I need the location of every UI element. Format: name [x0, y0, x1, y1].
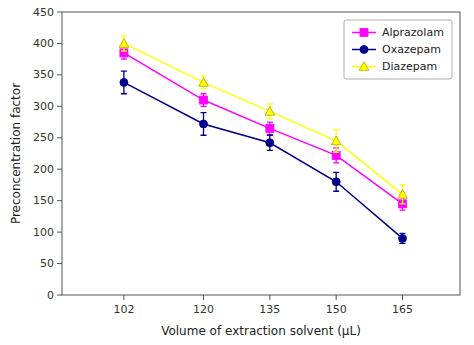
legend-marker [359, 62, 369, 71]
chart: 0 50 100 150 200 250 300 350 400 450 102 120 135 150 1… [0, 0, 474, 345]
error-bar-path [201, 94, 207, 107]
x-tick [336, 295, 337, 300]
legend-label: Alprazolam [382, 26, 444, 39]
error-bar [267, 122, 273, 135]
error-bar-path [267, 135, 273, 150]
legend-box [344, 20, 452, 79]
point [200, 96, 208, 104]
x-tick-label: 102 [113, 303, 134, 316]
y-tick [57, 232, 62, 233]
x-axis-label: Volume of extraction solvent (μL) [161, 324, 361, 338]
y-tick [57, 106, 62, 107]
y-tick [57, 169, 62, 170]
y-tick [57, 74, 62, 75]
y-tick-label: 50 [40, 257, 54, 270]
point [265, 107, 275, 116]
x-tick-label: 120 [193, 303, 214, 316]
error-bar-path [400, 233, 406, 243]
error-bar [400, 233, 406, 243]
point [332, 178, 340, 186]
point [200, 120, 208, 128]
error-bar-path [267, 122, 273, 135]
y-tick-label: 0 [47, 289, 54, 302]
x-tick-label: 135 [259, 303, 280, 316]
x-tick [123, 295, 124, 300]
series [119, 36, 407, 204]
series [120, 71, 407, 243]
error-bar [267, 135, 273, 150]
y-tick [57, 12, 62, 13]
y-tick [57, 200, 62, 201]
legend: Alprazolam Oxazepam Diazepam [344, 20, 452, 79]
y-tick-label: 250 [33, 131, 54, 144]
legend-marker [360, 46, 368, 54]
y-tick [57, 295, 62, 296]
y-tick [57, 263, 62, 264]
y-tick-label: 350 [33, 68, 54, 81]
y-tick-label: 400 [33, 37, 54, 50]
point [331, 136, 341, 145]
legend-label: Oxazepam [382, 43, 441, 56]
y-tick-label: 100 [33, 226, 54, 239]
point [266, 139, 274, 147]
error-bar [121, 71, 127, 94]
point [399, 234, 407, 242]
point [398, 190, 408, 199]
legend-marker [360, 29, 368, 37]
axes: 0 50 100 150 200 250 300 350 400 450 102 120 135 150 1… [9, 6, 460, 339]
error-bar-path [201, 113, 207, 136]
series-line [124, 43, 403, 194]
data [119, 36, 407, 244]
y-tick-label: 150 [33, 194, 54, 207]
y-tick [57, 43, 62, 44]
y-tick-label: 200 [33, 163, 54, 176]
x-tick-label: 165 [392, 303, 413, 316]
point [119, 39, 129, 48]
legend-label: Diazepam [382, 60, 437, 73]
error-bar [333, 172, 339, 191]
error-bar [201, 113, 207, 136]
x-tick [203, 295, 204, 300]
y-tick [57, 137, 62, 138]
plot-frame [62, 12, 460, 295]
error-bar-path [333, 172, 339, 191]
y-tick-label: 450 [33, 6, 54, 19]
point [120, 78, 128, 86]
x-tick-label: 150 [326, 303, 347, 316]
error-bar-path [121, 71, 127, 94]
point [199, 78, 209, 87]
y-axis-label: Preconcentration factor [9, 83, 23, 224]
point [266, 124, 274, 132]
x-tick [402, 295, 403, 300]
y-tick-label: 300 [33, 100, 54, 113]
x-tick [269, 295, 270, 300]
error-bar [201, 94, 207, 107]
